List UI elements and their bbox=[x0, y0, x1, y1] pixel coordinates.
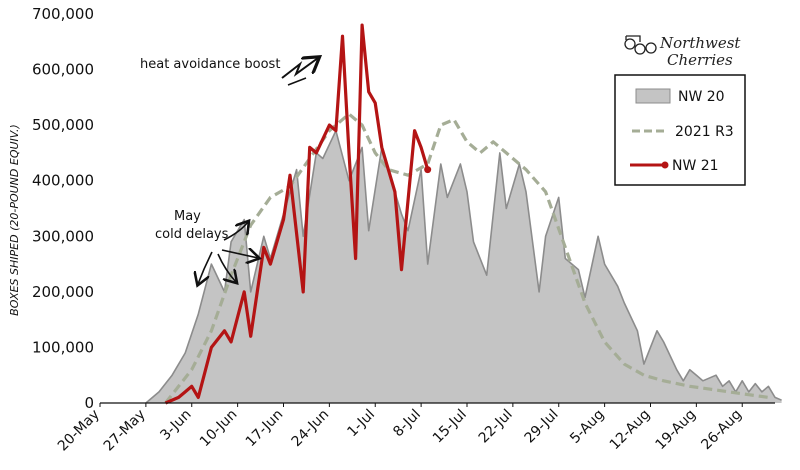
x-tick-label: 1-Jul bbox=[344, 407, 378, 441]
series-line-2021-r3 bbox=[164, 112, 769, 404]
annotation-heat-flourish bbox=[287, 77, 307, 86]
cherry-icon-2 bbox=[634, 43, 646, 55]
legend-label-nw21: NW 21 bbox=[672, 158, 719, 174]
logo-text-line1: Northwest bbox=[659, 34, 741, 52]
x-tick-label: 8-Jul bbox=[390, 407, 424, 441]
series-area-nw-20 bbox=[145, 130, 782, 403]
cherry-icon-1 bbox=[624, 38, 636, 50]
northwest-cherries-logo: Northwest Cherries bbox=[624, 34, 741, 69]
x-tick-label: 26-Aug bbox=[698, 407, 745, 454]
x-tick-label: 29-Jul bbox=[522, 407, 562, 447]
annotation-cold-arrow-1 bbox=[223, 222, 248, 241]
legend-label-nw20: NW 20 bbox=[678, 89, 725, 105]
x-tick-label: 27-May bbox=[101, 407, 149, 455]
y-axis-label: BOXES SHIPED (20-POUND EQUIV.) bbox=[8, 124, 21, 316]
legend: NW 20 2021 R3 NW 21 bbox=[614, 74, 746, 186]
series-end-marker-nw-21 bbox=[424, 166, 432, 174]
y-tick-label: 0 bbox=[84, 394, 94, 412]
y-tick-label: 400,000 bbox=[32, 172, 94, 190]
x-tick-label: 24-Jun bbox=[289, 407, 333, 451]
logo-text-line2: Cherries bbox=[667, 51, 733, 69]
series-line-nw-21 bbox=[164, 23, 430, 405]
y-tick-label: 500,000 bbox=[32, 116, 94, 134]
annotation-heat-arrow bbox=[281, 58, 318, 79]
legend-swatch-nw20 bbox=[635, 88, 671, 104]
annotation-cold-arrow-2 bbox=[221, 250, 258, 258]
cherry-stem-icon bbox=[625, 35, 641, 42]
annotation-cold-arrow-3 bbox=[217, 253, 236, 282]
legend-swatch-nw21-marker bbox=[661, 161, 669, 169]
x-tick-label: 12-Aug bbox=[607, 407, 654, 454]
y-tick-label: 600,000 bbox=[32, 61, 94, 79]
x-tick-label: 17-Jun bbox=[243, 407, 287, 451]
x-tick-label: 20-May bbox=[55, 407, 103, 455]
annotation-cold-arrow-4 bbox=[198, 251, 213, 284]
x-tick-label: 5-Aug bbox=[567, 407, 607, 447]
cherry-icon-3 bbox=[645, 42, 657, 54]
y-tick-label: 100,000 bbox=[32, 338, 94, 356]
x-tick-label: 22-Jul bbox=[476, 407, 516, 447]
x-tick-label: 10-Jun bbox=[197, 407, 241, 451]
annotation-cold-delays-line1: May bbox=[174, 209, 201, 224]
plot-area: 0 100,000 200,000 300,000 400,000 500,000 600,… bbox=[32, 5, 782, 454]
y-tick-label: 200,000 bbox=[32, 283, 94, 301]
annotation-cold-delays-line2: cold delays bbox=[155, 227, 229, 242]
x-tick-label: 15-Jul bbox=[430, 407, 470, 447]
legend-label-2021r3: 2021 R3 bbox=[675, 124, 734, 140]
x-tick-label: 19-Aug bbox=[653, 407, 700, 454]
y-tick-label: 700,000 bbox=[32, 5, 94, 23]
x-tick-label: 3-Jun bbox=[157, 407, 194, 444]
annotation-heat-avoidance: heat avoidance boost bbox=[140, 57, 280, 72]
y-tick-label: 300,000 bbox=[32, 227, 94, 245]
